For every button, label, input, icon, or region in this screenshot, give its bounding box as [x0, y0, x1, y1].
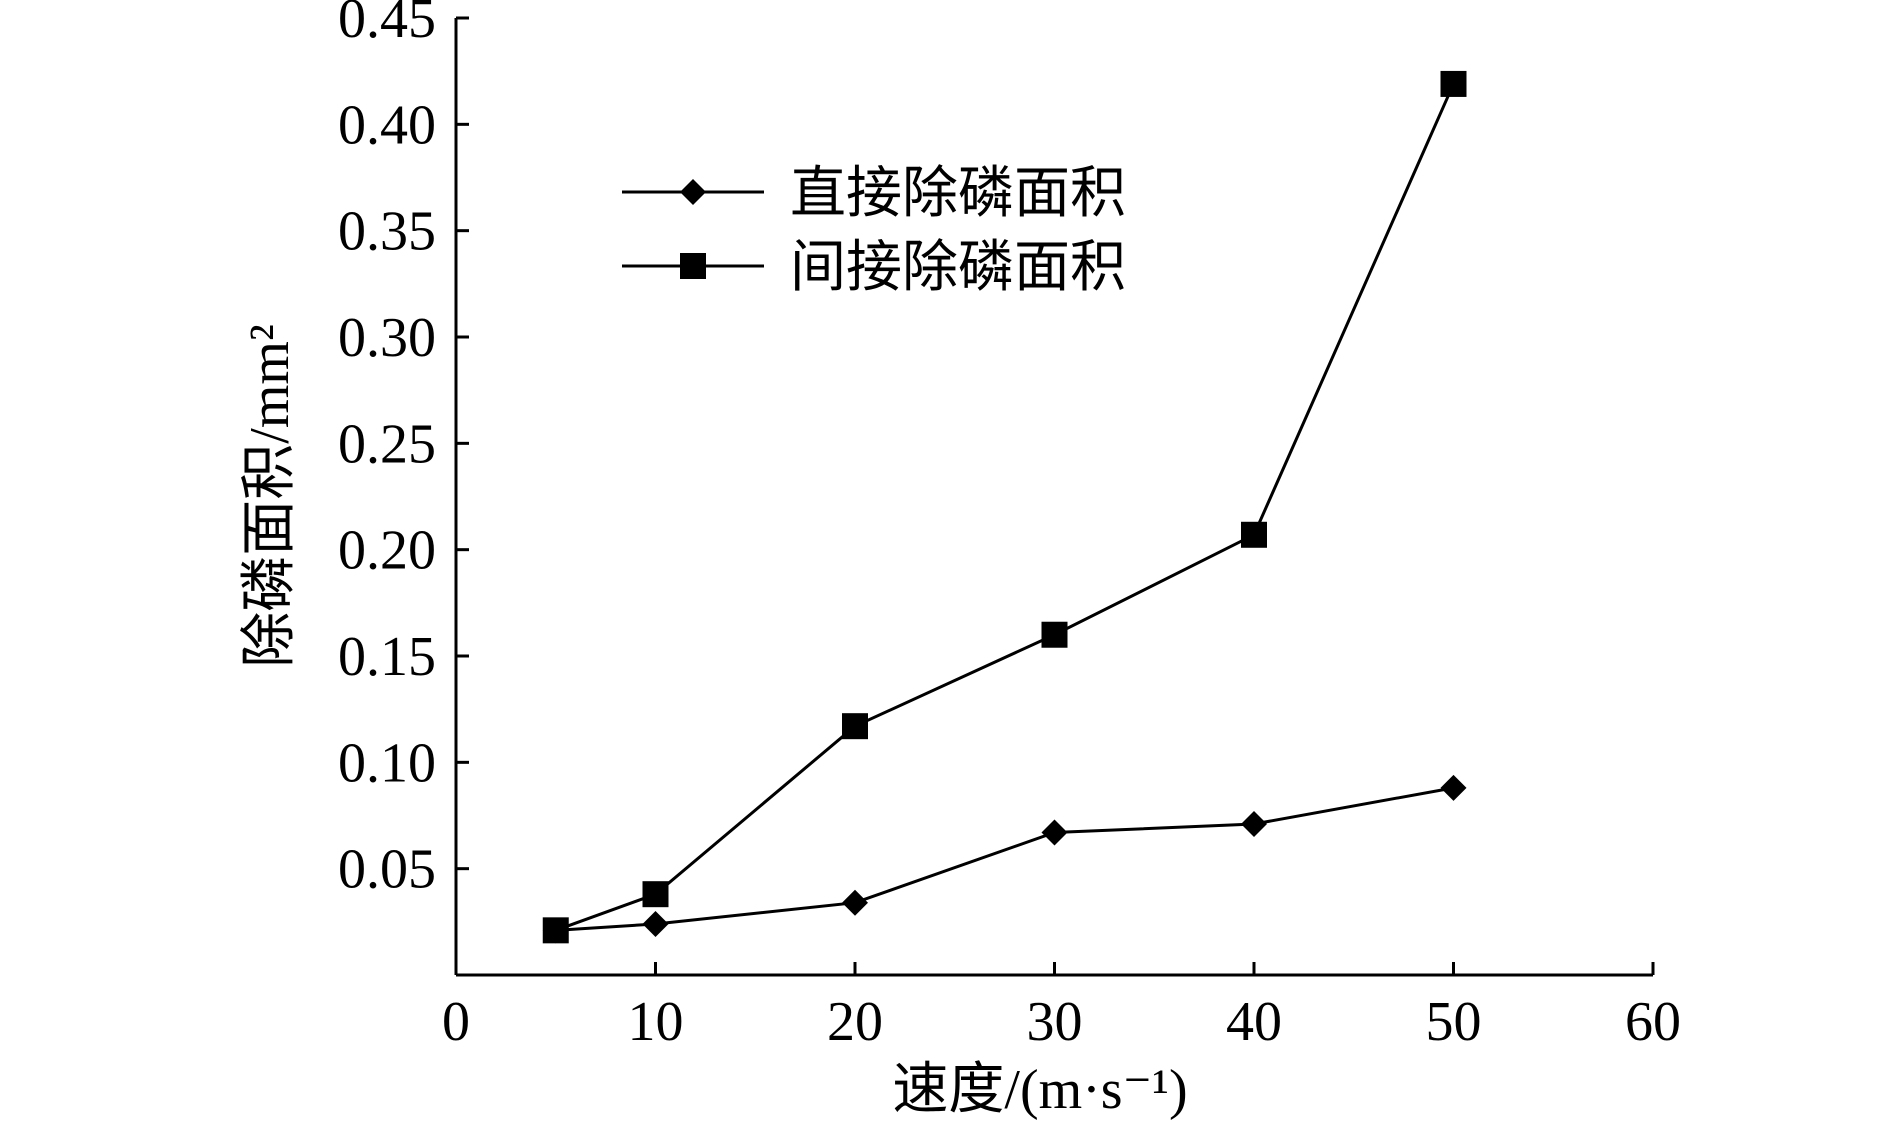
data-point-diamond [1440, 774, 1467, 801]
data-point-square [1041, 621, 1068, 648]
x-tick-label: 50 [1426, 991, 1482, 1053]
x-tick-label: 30 [1027, 991, 1083, 1053]
y-tick-label: 0.25 [338, 413, 436, 475]
y-tick-label: 0.10 [338, 732, 436, 794]
x-tick-label: 20 [827, 991, 883, 1053]
y-tick-label: 0.05 [338, 839, 436, 901]
series-line [555, 83, 1455, 932]
legend-item: 间接除磷面积 [622, 237, 1126, 299]
series-line [555, 786, 1454, 932]
x-tick-label: 10 [628, 991, 684, 1053]
series-2 [542, 70, 1467, 944]
x-tick-label: 60 [1625, 991, 1681, 1053]
data-point-square [842, 713, 868, 740]
x-tick-label: 0 [442, 991, 470, 1053]
data-point-square [1241, 521, 1267, 548]
y-tick-label: 0.40 [338, 94, 436, 156]
data-point-diamond [1241, 811, 1267, 838]
y-tick-label: 0.30 [338, 307, 436, 369]
y-axis-title: 除磷面积/mm² [239, 324, 301, 667]
data-point-square [542, 917, 569, 944]
y-tick-label: 0.15 [338, 626, 436, 688]
data-point-diamond [642, 910, 669, 937]
y-ticks: 0.05 0.10 0.15 0.20 0.25 0.30 0.35 0.40 0.45 [338, 0, 469, 901]
legend-label: 直接除磷面积 [790, 163, 1126, 225]
data-point-diamond [1041, 819, 1068, 846]
legend-marker-square [680, 253, 706, 279]
legend-item: 直接除磷面积 [622, 163, 1126, 225]
x-ticks: 0 10 20 30 40 50 60 [442, 962, 1681, 1053]
y-tick-label: 0.35 [338, 201, 436, 263]
y-tick-label: 0.45 [338, 0, 436, 50]
data-point-square [642, 881, 669, 908]
legend-marker-diamond [680, 179, 706, 205]
series-1 [542, 774, 1467, 944]
data-point-diamond [842, 889, 868, 916]
series-layer [542, 70, 1467, 944]
data-point-square [1440, 70, 1467, 97]
legend-label: 间接除磷面积 [790, 237, 1126, 299]
x-axis-title: 速度/(m·s⁻¹) [892, 1059, 1187, 1121]
y-tick-label: 0.20 [338, 520, 436, 582]
x-tick-label: 40 [1226, 991, 1282, 1053]
